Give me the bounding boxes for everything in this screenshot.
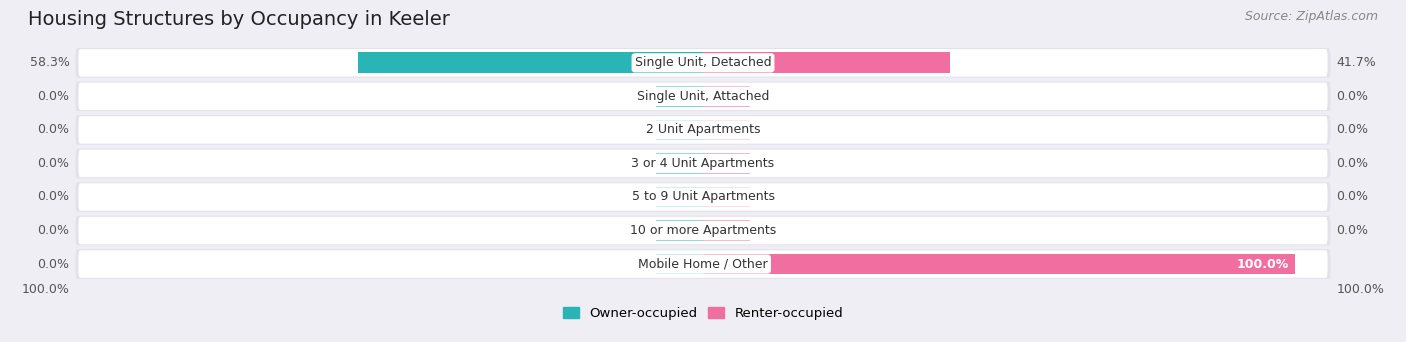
Bar [655, 153, 703, 174]
FancyBboxPatch shape [76, 249, 1330, 279]
Text: 0.0%: 0.0% [1337, 123, 1368, 136]
FancyBboxPatch shape [79, 250, 1327, 278]
Text: 41.7%: 41.7% [1337, 56, 1376, 69]
Bar [655, 86, 703, 107]
Bar [703, 254, 1295, 275]
FancyBboxPatch shape [79, 83, 1327, 110]
Text: 0.0%: 0.0% [38, 123, 69, 136]
Text: Housing Structures by Occupancy in Keeler: Housing Structures by Occupancy in Keele… [28, 10, 450, 29]
Text: 2 Unit Apartments: 2 Unit Apartments [645, 123, 761, 136]
FancyBboxPatch shape [76, 182, 1330, 212]
FancyBboxPatch shape [79, 183, 1327, 211]
Bar [703, 52, 950, 73]
Text: 0.0%: 0.0% [38, 258, 69, 271]
Text: 58.3%: 58.3% [30, 56, 69, 69]
Text: 0.0%: 0.0% [38, 190, 69, 203]
Bar [703, 119, 751, 140]
Text: 0.0%: 0.0% [38, 224, 69, 237]
Text: Single Unit, Attached: Single Unit, Attached [637, 90, 769, 103]
Bar [655, 187, 703, 207]
Bar [655, 220, 703, 241]
Text: 0.0%: 0.0% [38, 157, 69, 170]
Bar [703, 86, 751, 107]
Text: Mobile Home / Other: Mobile Home / Other [638, 258, 768, 271]
FancyBboxPatch shape [79, 116, 1327, 144]
Text: Single Unit, Detached: Single Unit, Detached [634, 56, 772, 69]
FancyBboxPatch shape [76, 216, 1330, 245]
Text: 3 or 4 Unit Apartments: 3 or 4 Unit Apartments [631, 157, 775, 170]
FancyBboxPatch shape [79, 217, 1327, 244]
FancyBboxPatch shape [76, 149, 1330, 178]
Text: 0.0%: 0.0% [1337, 157, 1368, 170]
Bar [703, 187, 751, 207]
Bar [655, 119, 703, 140]
Text: 0.0%: 0.0% [1337, 190, 1368, 203]
Text: 0.0%: 0.0% [1337, 90, 1368, 103]
Text: Source: ZipAtlas.com: Source: ZipAtlas.com [1244, 10, 1378, 23]
Text: 100.0%: 100.0% [1337, 283, 1385, 296]
Legend: Owner-occupied, Renter-occupied: Owner-occupied, Renter-occupied [558, 302, 848, 326]
Bar [703, 153, 751, 174]
Text: 10 or more Apartments: 10 or more Apartments [630, 224, 776, 237]
Bar [703, 220, 751, 241]
FancyBboxPatch shape [76, 115, 1330, 145]
Bar [655, 254, 703, 275]
Text: 100.0%: 100.0% [21, 283, 69, 296]
Text: 100.0%: 100.0% [1237, 258, 1289, 271]
FancyBboxPatch shape [79, 150, 1327, 177]
Bar [359, 52, 703, 73]
FancyBboxPatch shape [79, 49, 1327, 77]
FancyBboxPatch shape [76, 48, 1330, 78]
Text: 0.0%: 0.0% [1337, 224, 1368, 237]
Text: 0.0%: 0.0% [38, 90, 69, 103]
Text: 5 to 9 Unit Apartments: 5 to 9 Unit Apartments [631, 190, 775, 203]
FancyBboxPatch shape [76, 82, 1330, 111]
